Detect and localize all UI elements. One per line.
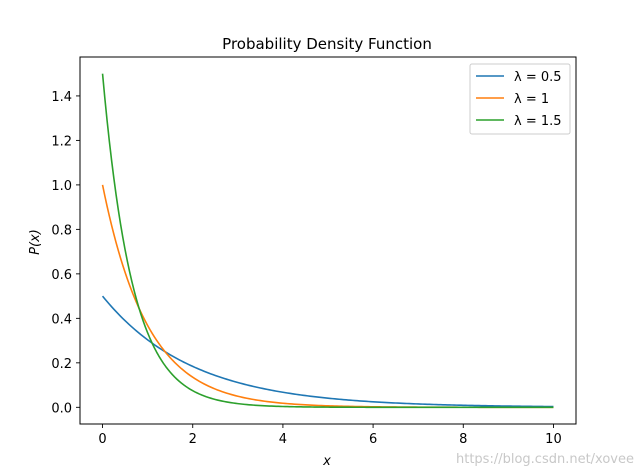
y-tick-label: 1.4 (51, 90, 72, 105)
x-tick-label: 0 (98, 432, 106, 447)
legend: λ = 0.5 λ = 1 λ = 1.5 (469, 63, 571, 135)
x-tick-label: 10 (545, 432, 562, 447)
y-tick-label: 1.2 (51, 134, 72, 149)
y-tick-label: 0.0 (51, 401, 72, 416)
x-tick-label: 2 (189, 432, 197, 447)
y-tick-label: 0.2 (51, 357, 72, 372)
series-line-0 (101, 295, 554, 408)
x-axis-label: x (322, 454, 331, 469)
legend-label-0: λ = 0.5 (514, 70, 562, 85)
x-tick-label: 8 (459, 432, 467, 447)
axes-frame (79, 56, 577, 425)
y-tick-label: 0.8 (51, 223, 72, 238)
watermark: https://blog.csdn.net/xovee (456, 452, 634, 467)
y-axis-ticks: 0.0 0.2 0.4 0.6 0.8 1.0 1.2 1.4 (51, 90, 80, 416)
y-tick-label: 0.6 (51, 268, 72, 283)
plot-area (79, 56, 577, 425)
x-axis-ticks: 0 2 4 6 8 10 (98, 424, 562, 447)
x-tick-label: 4 (279, 432, 287, 447)
y-axis-label: P(x) (28, 229, 43, 255)
legend-label-2: λ = 1.5 (514, 114, 562, 129)
series-layer (101, 73, 554, 409)
legend-label-1: λ = 1 (514, 92, 549, 107)
series-line-2 (101, 73, 554, 409)
y-tick-label: 1.0 (51, 179, 72, 194)
x-tick-label: 6 (369, 432, 377, 447)
legend-box (469, 63, 571, 135)
chart-title: Probability Density Function (222, 35, 432, 53)
y-tick-label: 0.4 (51, 312, 72, 327)
